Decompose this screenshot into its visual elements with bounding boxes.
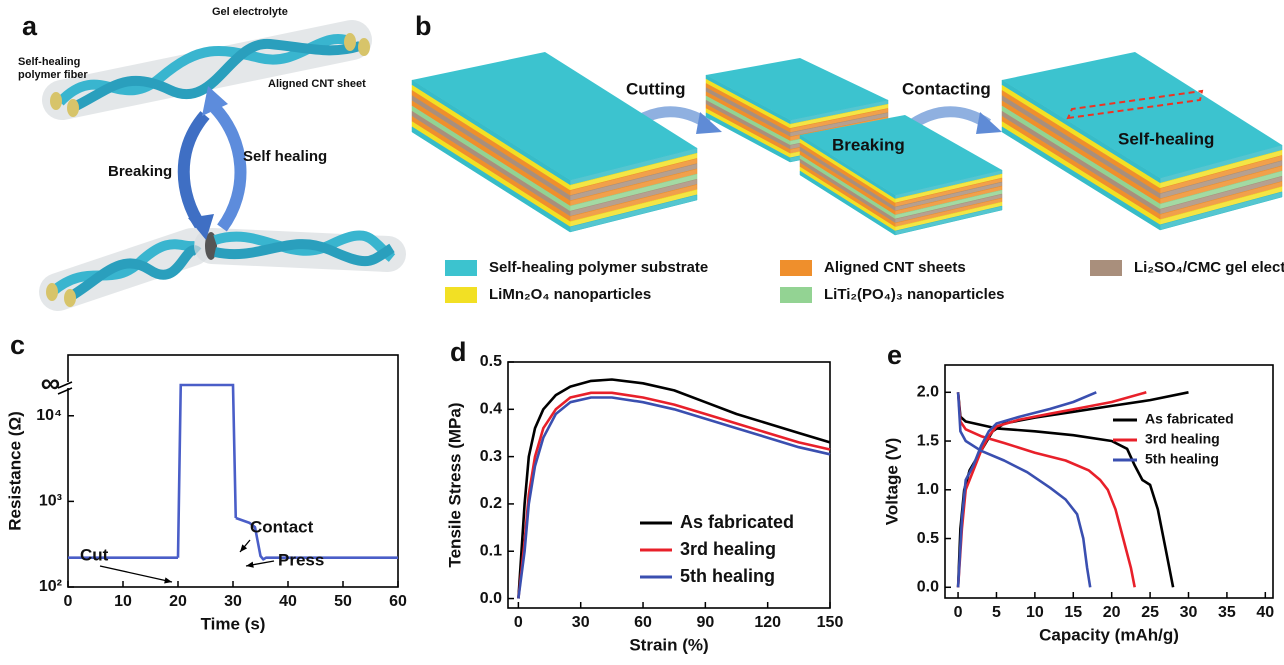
infinity-segment bbox=[178, 385, 236, 558]
y-tick-label: ∞ bbox=[41, 368, 60, 398]
x-tick-label: 20 bbox=[169, 593, 187, 610]
y-tick-label: 0.5 bbox=[480, 353, 502, 370]
arrow bbox=[215, 108, 240, 228]
legend-label: 3rd healing bbox=[1145, 431, 1220, 447]
legend-swatch bbox=[1090, 260, 1122, 276]
arrow bbox=[184, 115, 205, 225]
legend-label: LiTi₂(PO₄)₃ nanoparticles bbox=[824, 286, 1005, 303]
panel-label: b bbox=[415, 11, 432, 41]
x-tick-label: 25 bbox=[1141, 604, 1159, 621]
annotation-arrow-head bbox=[164, 577, 172, 583]
y-tick-label: 0.0 bbox=[480, 590, 502, 607]
y-tick-label: 0.5 bbox=[917, 530, 939, 547]
arrow-head bbox=[976, 112, 1002, 134]
x-tick-label: 150 bbox=[817, 614, 844, 631]
legend-label: As fabricated bbox=[1145, 411, 1234, 427]
step-label: Cutting bbox=[626, 79, 685, 98]
legend-label: 5th healing bbox=[680, 566, 775, 586]
step-label: Contacting bbox=[902, 79, 991, 98]
series-line bbox=[518, 380, 830, 599]
x-tick-label: 90 bbox=[696, 614, 714, 631]
panel-label: a bbox=[22, 11, 38, 41]
label: Breaking bbox=[108, 163, 172, 180]
label: Breaking bbox=[832, 135, 905, 154]
x-tick-label: 35 bbox=[1218, 604, 1236, 621]
y-tick-label: 0.4 bbox=[480, 401, 502, 418]
panel-label: d bbox=[450, 337, 467, 367]
x-tick-label: 15 bbox=[1064, 604, 1082, 621]
y-tick-label: 0.1 bbox=[480, 542, 502, 559]
x-tick-label: 0 bbox=[954, 604, 963, 621]
legend-label: LiMn₂O₄ nanoparticles bbox=[489, 286, 651, 303]
label: polymer fiber bbox=[18, 69, 88, 81]
annotation: Cut bbox=[80, 545, 109, 564]
panel-label: c bbox=[10, 330, 25, 360]
legend-swatch bbox=[780, 287, 812, 303]
legend-label: Self-healing polymer substrate bbox=[489, 259, 708, 276]
legend-swatch bbox=[445, 260, 477, 276]
x-axis-label: Strain (%) bbox=[629, 635, 708, 654]
x-tick-label: 0 bbox=[64, 593, 73, 610]
y-axis-label: Tensile Stress (MPa) bbox=[445, 402, 464, 567]
y-tick-label: 0.3 bbox=[480, 448, 502, 465]
plot-frame bbox=[945, 365, 1273, 598]
annotation: Contact bbox=[250, 517, 314, 536]
y-axis-label: Voltage (V) bbox=[882, 438, 901, 526]
y-tick-label: 0.2 bbox=[480, 495, 502, 512]
y-tick-label: 1.0 bbox=[917, 481, 939, 498]
x-tick-label: 120 bbox=[754, 614, 781, 631]
legend-label: As fabricated bbox=[680, 512, 794, 532]
y-axis-label: Resistance (Ω) bbox=[5, 411, 24, 530]
plot-frame bbox=[508, 362, 830, 608]
y-tick-label: 0.0 bbox=[917, 578, 939, 595]
fiber-broken bbox=[46, 232, 392, 307]
label: Aligned CNT sheet bbox=[268, 78, 366, 90]
x-tick-label: 20 bbox=[1103, 604, 1121, 621]
label: Self-healing bbox=[18, 56, 80, 68]
label: Gel electrolyte bbox=[212, 6, 288, 18]
y-tick-label: 10⁴ bbox=[36, 407, 62, 424]
legend-label: 3rd healing bbox=[680, 539, 776, 559]
x-tick-label: 30 bbox=[1180, 604, 1198, 621]
legend: Self-healing polymer substrate Aligned CN… bbox=[445, 259, 1284, 303]
annotation-arrow-head bbox=[246, 562, 254, 568]
x-tick-label: 60 bbox=[389, 593, 407, 610]
legend-swatch bbox=[445, 287, 477, 303]
legend-label: Aligned CNT sheets bbox=[824, 259, 966, 276]
figure: a Gel electrolyte Self-healing polymer f… bbox=[0, 0, 1284, 660]
y-tick-label: 10³ bbox=[39, 493, 62, 510]
x-tick-label: 0 bbox=[514, 614, 523, 631]
y-tick-label: 2.0 bbox=[917, 384, 939, 401]
annotation: Press bbox=[278, 550, 324, 569]
annotation-arrow bbox=[100, 566, 172, 582]
legend-swatch bbox=[780, 260, 812, 276]
label: Self healing bbox=[243, 148, 327, 165]
x-tick-label: 5 bbox=[992, 604, 1001, 621]
y-tick-label: 10² bbox=[39, 578, 62, 595]
x-tick-label: 10 bbox=[114, 593, 132, 610]
x-tick-label: 40 bbox=[279, 593, 297, 610]
y-tick-label: 1.5 bbox=[917, 432, 939, 449]
series-line bbox=[958, 392, 1096, 587]
label: Self-healing bbox=[1118, 129, 1214, 148]
series-line bbox=[68, 518, 398, 559]
series-line bbox=[518, 393, 830, 599]
x-tick-label: 40 bbox=[1256, 604, 1274, 621]
x-tick-label: 10 bbox=[1026, 604, 1044, 621]
x-tick-label: 60 bbox=[634, 614, 652, 631]
x-tick-label: 30 bbox=[572, 614, 590, 631]
legend-label: Li₂SO₄/CMC gel electrolyte bbox=[1134, 259, 1284, 276]
x-axis-label: Capacity (mAh/g) bbox=[1039, 625, 1179, 644]
panel-label: e bbox=[887, 340, 902, 370]
legend-label: 5th healing bbox=[1145, 451, 1219, 467]
x-tick-label: 30 bbox=[224, 593, 242, 610]
x-axis-label: Time (s) bbox=[201, 614, 266, 633]
x-tick-label: 50 bbox=[334, 593, 352, 610]
